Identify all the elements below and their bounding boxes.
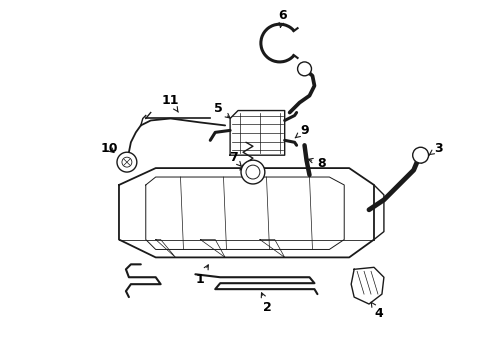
Text: 2: 2 — [261, 293, 272, 314]
Text: 6: 6 — [278, 9, 286, 28]
Text: 9: 9 — [295, 124, 308, 138]
Text: 8: 8 — [308, 157, 325, 170]
Text: 3: 3 — [428, 142, 442, 155]
Text: 4: 4 — [370, 302, 383, 320]
Text: 10: 10 — [100, 142, 118, 155]
Text: 5: 5 — [213, 102, 229, 118]
Circle shape — [297, 62, 311, 76]
Circle shape — [412, 147, 427, 163]
Circle shape — [245, 165, 259, 179]
Text: 7: 7 — [228, 151, 241, 166]
Circle shape — [241, 160, 264, 184]
Polygon shape — [350, 267, 383, 304]
Circle shape — [122, 157, 132, 167]
Circle shape — [117, 152, 137, 172]
Text: 1: 1 — [196, 265, 208, 286]
Text: 11: 11 — [162, 94, 179, 112]
